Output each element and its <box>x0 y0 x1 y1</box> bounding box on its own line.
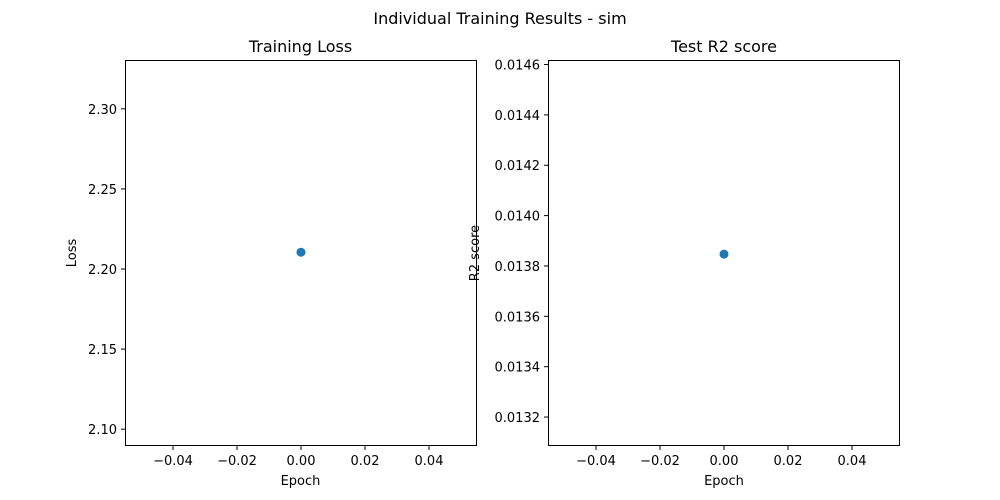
training-loss-x-tick-label: −0.02 <box>217 454 257 469</box>
test-r2-score-plot-frame <box>548 60 900 446</box>
training-loss-axes: Training Loss −0.04 −0.02 0.00 0.02 0.04 2.1… <box>65 37 477 489</box>
training-loss-y-tick-label: 2.25 <box>88 183 117 198</box>
test-r2-score-x-tick-label: 0.04 <box>838 454 867 469</box>
test-r2-score-y-tick-label: 0.0146 <box>495 59 541 74</box>
training-loss-title: Training Loss <box>248 37 352 56</box>
training-loss-plot-frame <box>125 60 477 446</box>
training-loss-y-tick-label: 2.10 <box>88 423 117 438</box>
test-r2-score-data-point <box>719 249 729 259</box>
training-loss-y-tick-label: 2.20 <box>88 263 117 278</box>
training-loss-data-point <box>296 247 306 257</box>
test-r2-score-points <box>719 249 729 259</box>
test-r2-score-axes: Test R2 score −0.04 −0.02 0.00 0.02 0.04 0.0… <box>468 37 900 489</box>
test-r2-score-x-tick-label: 0.00 <box>710 454 739 469</box>
test-r2-score-y-ticks: 0.0132 0.0134 0.0136 0.0138 0.0140 0.0142 0.01… <box>495 59 548 426</box>
test-r2-score-y-tick-label: 0.0138 <box>495 260 541 275</box>
test-r2-score-x-label: Epoch <box>704 474 744 489</box>
test-r2-score-y-tick-label: 0.0134 <box>495 361 541 376</box>
training-loss-x-tick-label: 0.04 <box>415 454 444 469</box>
training-loss-x-tick-label: 0.02 <box>351 454 380 469</box>
training-loss-y-tick-label: 2.15 <box>88 343 117 358</box>
test-r2-score-x-ticks: −0.04 −0.02 0.00 0.02 0.04 <box>576 446 866 469</box>
test-r2-score-title: Test R2 score <box>670 37 777 56</box>
test-r2-score-y-tick-label: 0.0144 <box>495 109 541 124</box>
test-r2-score-y-tick-label: 0.0136 <box>495 310 541 325</box>
training-loss-y-tick-label: 2.30 <box>88 103 117 118</box>
test-r2-score-x-tick-label: −0.04 <box>576 454 616 469</box>
training-loss-x-tick-label: 0.00 <box>287 454 316 469</box>
test-r2-score-x-tick-label: −0.02 <box>640 454 680 469</box>
test-r2-score-y-tick-label: 0.0142 <box>495 159 541 174</box>
test-r2-score-y-tick-label: 0.0140 <box>495 210 541 225</box>
training-loss-y-ticks: 2.10 2.15 2.20 2.25 2.30 <box>88 103 125 438</box>
training-loss-y-label: Loss <box>65 239 80 268</box>
training-loss-x-ticks: −0.04 −0.02 0.00 0.02 0.04 <box>153 446 443 469</box>
training-loss-x-tick-label: −0.04 <box>153 454 193 469</box>
test-r2-score-y-label: R2 score <box>468 225 483 281</box>
figure-title: Individual Training Results - sim <box>373 9 626 28</box>
test-r2-score-y-tick-label: 0.0132 <box>495 411 541 426</box>
training-loss-points <box>296 247 306 257</box>
test-r2-score-x-tick-label: 0.02 <box>774 454 803 469</box>
training-loss-x-label: Epoch <box>281 474 321 489</box>
